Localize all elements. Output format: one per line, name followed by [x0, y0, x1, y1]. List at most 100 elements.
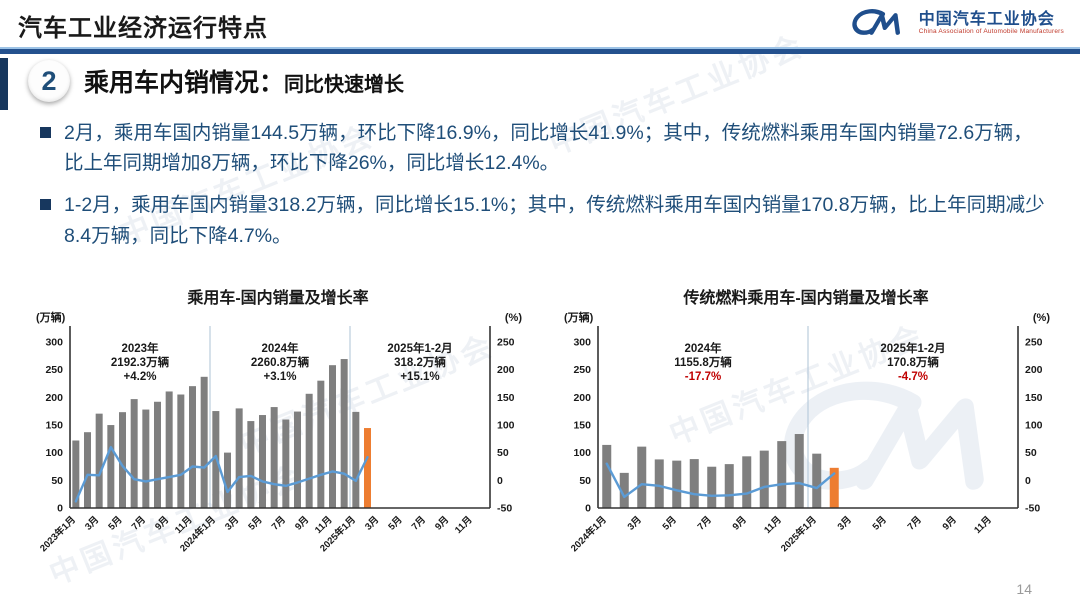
svg-text:(万辆): (万辆)	[36, 310, 66, 324]
section-number-badge: 2	[28, 60, 70, 102]
svg-text:100: 100	[45, 447, 63, 459]
svg-text:7月: 7月	[696, 514, 714, 532]
svg-text:0: 0	[57, 503, 63, 515]
caam-logo: 中国汽车工业协会 China Association of Automobile…	[849, 6, 1064, 40]
svg-text:11月: 11月	[762, 514, 784, 536]
section-heading: 乘用车内销情况：同比快速增长	[84, 63, 404, 99]
svg-text:5月: 5月	[871, 514, 889, 532]
svg-text:+3.1%: +3.1%	[264, 371, 297, 383]
svg-text:2192.3万辆: 2192.3万辆	[111, 355, 170, 369]
svg-text:7月: 7月	[270, 514, 288, 532]
svg-text:9月: 9月	[433, 514, 451, 532]
svg-text:150: 150	[45, 420, 63, 432]
chart-title: 传统燃料乘用车-国内销量及增长率	[683, 290, 929, 307]
list-item: 2月，乘用车国内销量144.5万辆，环比下降16.9%，同比增长41.9%；其中…	[40, 118, 1048, 178]
svg-text:+15.1%: +15.1%	[400, 371, 439, 383]
svg-text:250: 250	[497, 337, 515, 349]
svg-text:50: 50	[51, 475, 63, 487]
svg-text:3月: 3月	[363, 514, 381, 532]
svg-text:2025年1-2月: 2025年1-2月	[387, 341, 452, 355]
svg-text:2025年1-2月: 2025年1-2月	[880, 341, 945, 355]
svg-text:+4.2%: +4.2%	[124, 371, 157, 383]
svg-text:9月: 9月	[731, 514, 749, 532]
svg-text:-50: -50	[497, 503, 512, 515]
svg-text:200: 200	[573, 392, 591, 404]
svg-text:100: 100	[1025, 420, 1043, 432]
svg-text:9月: 9月	[293, 514, 311, 532]
chart-passenger-cars: 乘用车-国内销量及增长率 300 250 200 150 100 50 0 250 200 150…	[22, 284, 534, 574]
svg-text:5月: 5月	[661, 514, 679, 532]
svg-text:11月: 11月	[972, 514, 994, 536]
svg-text:1155.8万辆: 1155.8万辆	[674, 355, 732, 369]
svg-text:2260.8万辆: 2260.8万辆	[251, 355, 310, 369]
svg-text:250: 250	[45, 364, 63, 376]
svg-text:250: 250	[573, 364, 591, 376]
svg-text:5月: 5月	[106, 514, 124, 532]
svg-text:100: 100	[497, 420, 515, 432]
svg-text:7月: 7月	[130, 514, 148, 532]
section-header: 2 乘用车内销情况：同比快速增长	[28, 60, 404, 102]
svg-text:250: 250	[1025, 337, 1043, 349]
bullet-text-jan-feb: 1-2月，乘用车国内销量318.2万辆，同比增长15.1%；其中，传统燃料乘用车…	[64, 194, 1045, 247]
svg-text:(%): (%)	[1033, 312, 1050, 324]
page-title: 汽车工业经济运行特点	[18, 15, 268, 42]
svg-text:50: 50	[1025, 447, 1037, 459]
svg-text:3月: 3月	[223, 514, 241, 532]
svg-text:150: 150	[497, 392, 515, 404]
svg-text:2024年: 2024年	[261, 341, 299, 355]
svg-text:200: 200	[45, 392, 63, 404]
svg-text:2024年1月: 2024年1月	[568, 514, 609, 555]
page-number: 14	[1016, 581, 1032, 597]
svg-text:200: 200	[1025, 364, 1043, 376]
svg-text:11月: 11月	[453, 514, 475, 536]
svg-text:2024年: 2024年	[684, 341, 722, 355]
caam-logo-icon	[852, 9, 900, 35]
svg-text:5月: 5月	[386, 514, 404, 532]
svg-text:0: 0	[497, 475, 503, 487]
svg-text:2025年1月: 2025年1月	[778, 514, 819, 555]
svg-text:318.2万辆: 318.2万辆	[394, 355, 446, 369]
svg-text:50: 50	[579, 475, 591, 487]
chart-plot-area: 300 250 200 150 100 50 0 250 200 150 100 50 0 -50 (万辆)…	[550, 308, 1062, 574]
section-heading-sub: 同比快速增长	[284, 74, 405, 96]
chart-traditional-fuel-cars: 传统燃料乘用车-国内销量及增长率 300 250 200 150 100 50 0 250 20…	[550, 284, 1062, 574]
section-accent-bar	[0, 58, 8, 110]
svg-text:7月: 7月	[410, 514, 428, 532]
svg-text:300: 300	[45, 337, 63, 349]
svg-text:5月: 5月	[246, 514, 264, 532]
charts-row: 乘用车-国内销量及增长率 300 250 200 150 100 50 0 250 200 150…	[22, 284, 1062, 574]
svg-text:150: 150	[1025, 392, 1043, 404]
bullet-text-february: 2月，乘用车国内销量144.5万辆，环比下降16.9%，同比增长41.9%；其中…	[64, 122, 1033, 175]
svg-text:3月: 3月	[626, 514, 644, 532]
svg-text:9月: 9月	[941, 514, 959, 532]
svg-text:3月: 3月	[83, 514, 101, 532]
list-item: 1-2月，乘用车国内销量318.2万辆，同比增长15.1%；其中，传统燃料乘用车…	[40, 190, 1048, 250]
chart-plot-area: 300 250 200 150 100 50 0 250 200 150 100 50 0 -50 (万辆)…	[22, 308, 534, 574]
svg-text:9月: 9月	[153, 514, 171, 532]
svg-text:3月: 3月	[836, 514, 854, 532]
svg-text:150: 150	[573, 420, 591, 432]
svg-text:170.8万辆: 170.8万辆	[887, 355, 939, 369]
svg-text:0: 0	[1025, 475, 1031, 487]
svg-text:0: 0	[585, 503, 591, 515]
caam-logo-text: 中国汽车工业协会 China Association of Automobile…	[919, 11, 1064, 36]
svg-text:(万辆): (万辆)	[564, 310, 594, 324]
svg-text:2023年: 2023年	[121, 341, 159, 355]
section-heading-main: 乘用车内销情况：	[84, 69, 285, 97]
svg-text:-17.7%: -17.7%	[685, 371, 721, 383]
slide-header: 汽车工业经济运行特点 中国汽车工业协会 China Association of…	[0, 0, 1080, 47]
svg-text:-4.7%: -4.7%	[898, 371, 928, 383]
title-divider	[0, 47, 1080, 54]
svg-text:2023年1月: 2023年1月	[37, 514, 78, 555]
svg-text:(%): (%)	[505, 312, 522, 324]
caam-logo-name-en: China Association of Automobile Manufact…	[918, 28, 1064, 36]
bullet-list: 2月，乘用车国内销量144.5万辆，环比下降16.9%，同比增长41.9%；其中…	[40, 118, 1048, 263]
svg-text:100: 100	[573, 447, 591, 459]
svg-text:50: 50	[497, 447, 509, 459]
svg-text:200: 200	[497, 364, 515, 376]
bullet-square-icon	[40, 127, 51, 138]
svg-text:-50: -50	[1025, 503, 1040, 515]
svg-text:300: 300	[573, 337, 591, 349]
bullet-square-icon	[40, 199, 51, 211]
